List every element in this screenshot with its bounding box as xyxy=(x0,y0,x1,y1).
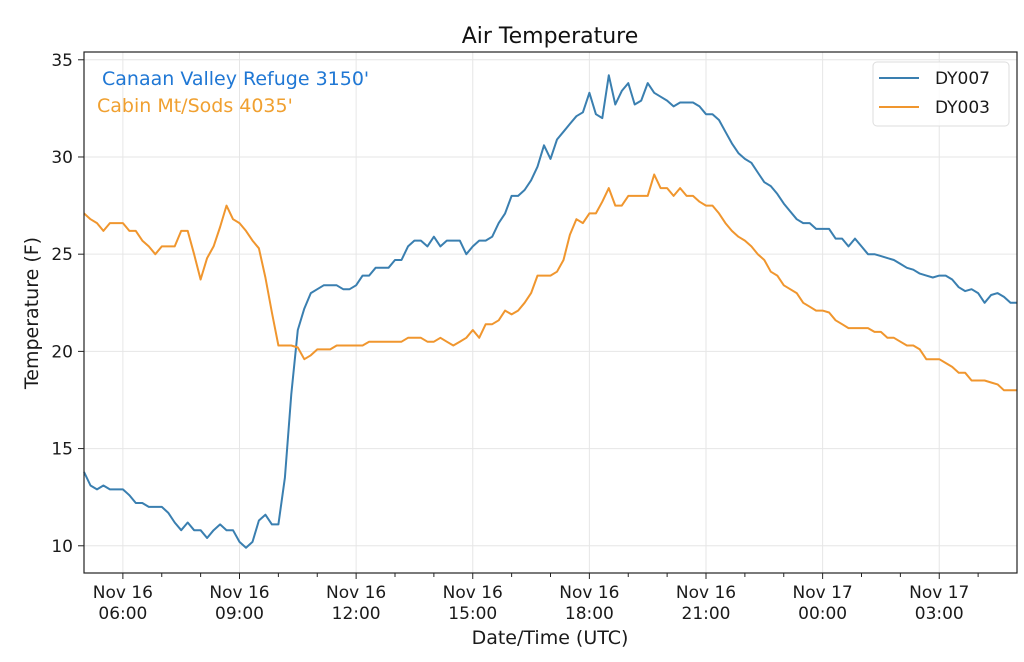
x-tick-label-date: Nov 16 xyxy=(443,583,503,603)
y-tick-label: 15 xyxy=(51,440,73,460)
x-tick-label-time: 15:00 xyxy=(448,604,497,624)
x-tick-label-date: Nov 16 xyxy=(326,583,386,603)
y-tick-label: 30 xyxy=(51,148,73,168)
legend: DY007 DY003 xyxy=(872,61,1010,127)
plot-frame xyxy=(83,51,1018,574)
x-tick-label-date: Nov 16 xyxy=(93,583,153,603)
y-axis: 10 15 20 25 30 35 xyxy=(51,51,84,557)
x-tick-label-date: Nov 17 xyxy=(793,583,853,603)
x-tick-label-date: Nov 17 xyxy=(909,583,969,603)
y-tick-label: 25 xyxy=(51,245,73,265)
x-tick-label-time: 09:00 xyxy=(215,604,264,624)
series-line-dy007 xyxy=(83,74,1017,549)
x-tick-label-time: 18:00 xyxy=(565,604,614,624)
legend-label-dy003: DY003 xyxy=(935,98,990,118)
grid xyxy=(84,52,1017,573)
x-tick-label-time: 03:00 xyxy=(915,604,964,624)
x-axis-label: Date/Time (UTC) xyxy=(472,627,629,649)
annotation-cabin-mt: Cabin Mt/Sods 4035' xyxy=(97,95,293,117)
series-lines xyxy=(83,74,1017,549)
x-tick-label-time: 12:00 xyxy=(332,604,381,624)
x-tick-label-time: 06:00 xyxy=(98,604,147,624)
series-line-dy003 xyxy=(83,173,1017,392)
annotation-canaan-valley: Canaan Valley Refuge 3150' xyxy=(102,68,369,90)
x-tick-label-date: Nov 16 xyxy=(676,583,736,603)
y-tick-label: 35 xyxy=(51,51,73,71)
x-tick-label-date: Nov 16 xyxy=(559,583,619,603)
y-axis-label: Temperature (F) xyxy=(21,237,43,390)
legend-label-dy007: DY007 xyxy=(935,69,990,89)
x-tick-label-time: 00:00 xyxy=(798,604,847,624)
y-tick-label: 20 xyxy=(51,342,73,362)
y-tick-label: 10 xyxy=(51,537,73,557)
chart-title: Air Temperature xyxy=(462,24,639,49)
x-tick-label-time: 21:00 xyxy=(682,604,731,624)
x-tick-label-date: Nov 16 xyxy=(209,583,269,603)
